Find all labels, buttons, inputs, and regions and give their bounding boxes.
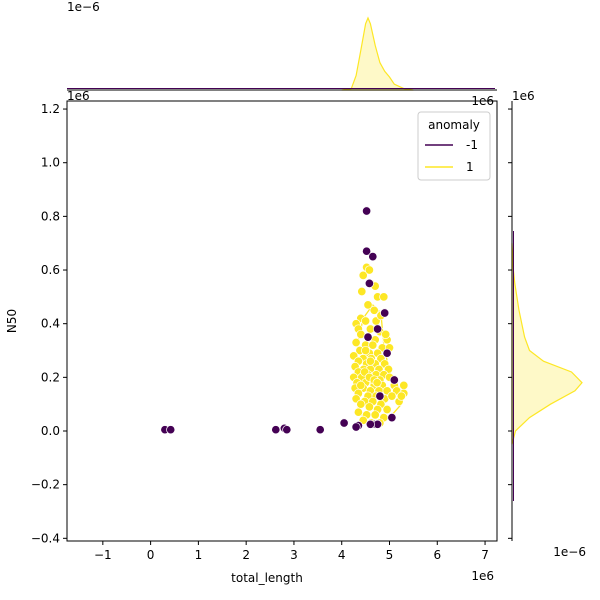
legend-entry-label: -1	[466, 138, 478, 152]
legend-box	[417, 111, 491, 181]
scatter-point	[373, 324, 383, 334]
series-anomaly	[160, 206, 399, 435]
x-tick-label: 1	[195, 548, 203, 562]
y-offset-label: 1e6	[67, 89, 90, 103]
scatter-point	[382, 404, 392, 415]
right-marginal-kde	[511, 243, 583, 445]
scatter-point	[381, 329, 391, 339]
scatter-point	[363, 332, 373, 342]
x-tick-label: 3	[290, 548, 298, 562]
y-tick-label: −0.2	[31, 478, 60, 492]
scatter-point	[362, 206, 372, 216]
scatter-point	[368, 340, 378, 350]
scatter-point	[364, 265, 374, 275]
scatter-point	[166, 425, 176, 435]
scatter-point	[356, 399, 366, 409]
x-axis-label: total_length	[231, 571, 303, 585]
y-tick-label: 0.6	[41, 263, 60, 277]
scatter-point	[351, 337, 361, 348]
scatter-point	[380, 308, 390, 318]
top-marginal-right-offset-label: 1e6	[471, 94, 494, 108]
scatter-point	[368, 252, 378, 262]
scatter-point	[387, 413, 397, 423]
y-tick-label: 0.4	[41, 317, 60, 331]
scatter-point	[353, 407, 363, 417]
scatter-point	[315, 425, 325, 435]
x-tick-label: 5	[386, 548, 394, 562]
scatter-point	[382, 348, 392, 358]
scatter-point	[379, 292, 389, 302]
scatter-point	[364, 278, 374, 288]
scatter-point	[370, 410, 380, 420]
scatter-point	[357, 286, 367, 297]
scatter-point	[387, 391, 397, 401]
scatter-point	[351, 422, 361, 432]
legend-entry-label: 1	[466, 160, 474, 174]
y-axis-label: N50	[5, 309, 19, 333]
scatter-point	[339, 418, 349, 428]
scatter-point	[365, 356, 375, 366]
scatter-point	[363, 300, 373, 310]
scatter-point	[362, 246, 372, 256]
scatter-point	[364, 402, 374, 412]
scatter-point	[356, 380, 366, 390]
x-offset-label: 1e6	[471, 569, 494, 583]
top-marginal-offset-label: 1e−6	[67, 0, 100, 14]
scatter-point	[389, 375, 399, 385]
y-tick-label: 0.8	[41, 209, 60, 223]
main-axes-frame	[66, 100, 498, 542]
legend: anomaly -1 1	[417, 111, 491, 181]
scatter-point	[361, 345, 371, 356]
scatter-point	[396, 391, 406, 401]
x-tick-label: 6	[433, 548, 441, 562]
x-tick-label: 4	[338, 548, 346, 562]
scatter-point	[369, 305, 379, 315]
y-tick-label: 0.2	[41, 370, 60, 384]
legend-title: anomaly	[428, 118, 480, 132]
right-marginal-top-offset-label: 1e6	[512, 89, 535, 103]
scatter-point	[271, 425, 281, 435]
x-tick-label: 7	[481, 548, 489, 562]
x-tick-label: 0	[147, 548, 155, 562]
y-tick-label: 1.0	[41, 156, 60, 170]
y-tick-label: −0.4	[31, 531, 60, 545]
right-marginal-offset-label: 1e−6	[553, 545, 586, 559]
scatter-point	[372, 378, 382, 388]
scatter-point	[365, 419, 375, 429]
scatter-point	[399, 380, 409, 390]
scatter-point	[375, 391, 385, 401]
scatter-point	[358, 270, 368, 280]
y-tick-label: 0.0	[41, 424, 60, 438]
scatter-point	[282, 425, 292, 435]
scatter-point	[361, 316, 371, 326]
x-tick-label: −1	[94, 548, 112, 562]
series-normal	[349, 262, 409, 428]
y-tick-label: 1.2	[41, 102, 60, 116]
top-marginal-kde	[341, 16, 414, 91]
x-tick-label: 2	[242, 548, 250, 562]
